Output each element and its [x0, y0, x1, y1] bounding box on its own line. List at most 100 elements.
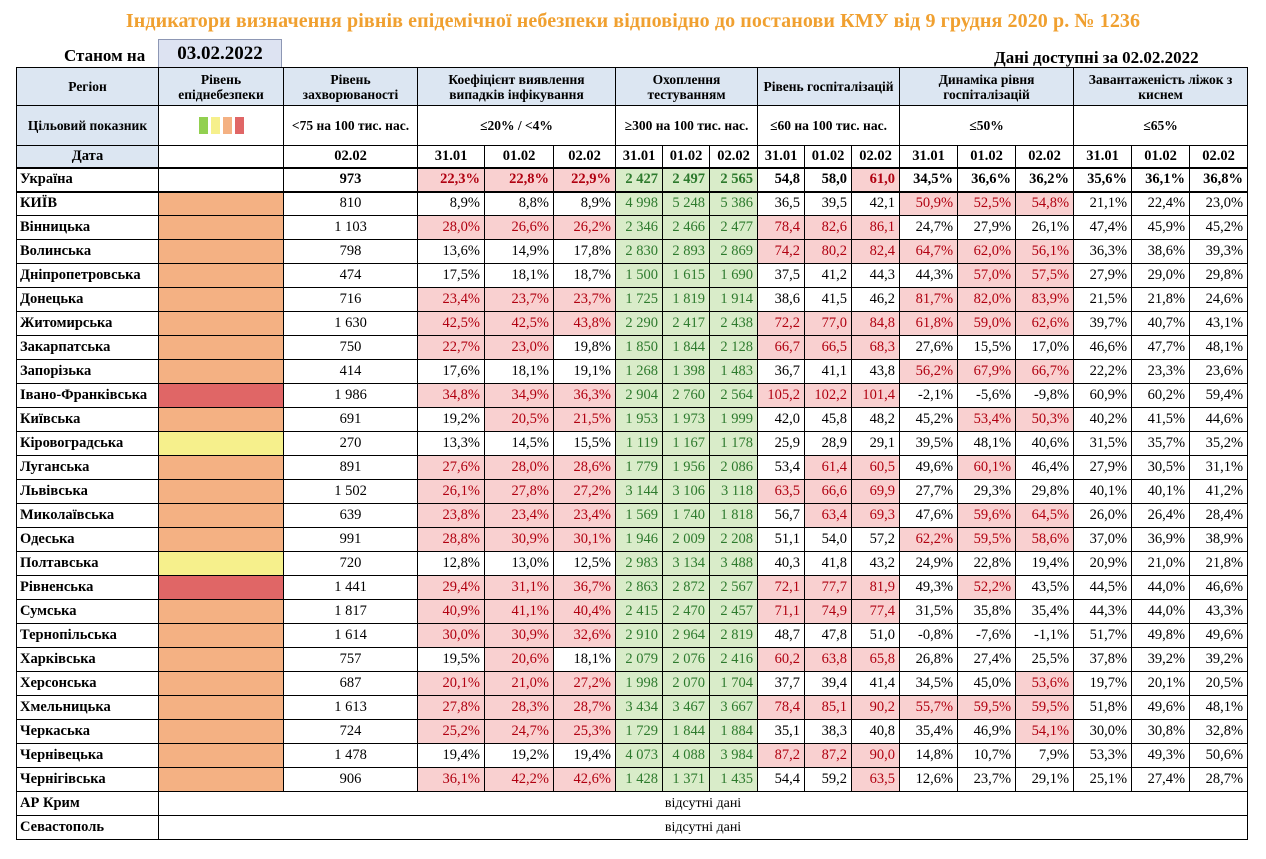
oxygen-beds-value: 49,3% [1131, 743, 1191, 768]
hospitalization-dynamics-value: 50,3% [1015, 407, 1075, 432]
hospitalization-dynamics-value: 53,6% [1015, 671, 1075, 696]
table-row: Київська 691 19,2% 20,5% 21,5% 1 953 1 973 1 99… [16, 407, 1249, 432]
testing-value: 1 435 [709, 767, 759, 792]
epidemic-level-cell [158, 503, 284, 528]
hospitalization-dynamics-value: 56,1% [1015, 239, 1075, 264]
hospitalization-value: 38,3 [804, 719, 853, 744]
oxygen-beds-value: 35,2% [1189, 431, 1249, 456]
detection-value: 26,6% [484, 215, 554, 240]
oxygen-beds-value: 40,2% [1073, 407, 1133, 432]
testing-value: 2 416 [709, 647, 759, 672]
epidemic-level-cell [158, 575, 284, 600]
testing-value: 1 615 [662, 263, 711, 288]
hospitalization-value: 41,1 [804, 359, 853, 384]
hospitalization-value: 82,4 [851, 239, 901, 264]
table-row: Чернігівська 906 36,1% 42,2% 42,6% 1 428 1 371… [16, 767, 1249, 792]
hospitalization-value: 90,2 [851, 695, 901, 720]
detection-value: 28,7% [552, 695, 617, 720]
epidemic-level-cell [158, 239, 284, 264]
detection-value: 19,4% [552, 743, 617, 768]
epidemic-level-cell [158, 743, 284, 768]
hospitalization-value: 35,1 [757, 719, 806, 744]
testing-value: 1 690 [709, 263, 759, 288]
epidemic-level-cell [158, 407, 284, 432]
target-label: Цільовий показник [16, 105, 159, 146]
hospitalization-dynamics-value: 26,8% [899, 647, 959, 672]
hospitalization-value: 90,0 [851, 743, 901, 768]
incidence-value: 906 [283, 767, 418, 792]
hospitalization-value: 66,6 [804, 479, 853, 504]
target-incidence: <75 на 100 тис. нас. [283, 105, 418, 146]
testing-value: 1 740 [662, 503, 711, 528]
hospitalization-dynamics-value: 46,9% [957, 719, 1017, 744]
hospitalization-value: 42,0 [757, 407, 806, 432]
hospitalization-value: 84,8 [851, 311, 901, 336]
date-hosp-3: 02.02 [851, 145, 901, 168]
oxygen-beds-value: 30,0% [1073, 719, 1133, 744]
hospitalization-dynamics-value: 67,9% [957, 359, 1017, 384]
testing-value: 3 134 [662, 551, 711, 576]
epidemic-level-cell [158, 527, 284, 552]
testing-value: 3 667 [709, 695, 759, 720]
hospitalization-value: 60,2 [757, 647, 806, 672]
hospitalization-dynamics-value: 59,5% [957, 527, 1017, 552]
testing-value: 1 844 [662, 719, 711, 744]
hospitalization-dynamics-value: 17,0% [1015, 335, 1075, 360]
hospitalization-dynamics-value: 53,4% [957, 407, 1017, 432]
oxygen-beds-value: 37,8% [1073, 647, 1133, 672]
testing-value: 2 009 [662, 527, 711, 552]
oxygen-beds-value: 36,8% [1189, 166, 1249, 193]
as-of-date-field[interactable]: 03.02.2022 [158, 39, 282, 69]
hospitalization-dynamics-value: 83,9% [1015, 287, 1075, 312]
hospitalization-dynamics-value: -2,1% [899, 383, 959, 408]
hospitalization-dynamics-value: 59,6% [957, 503, 1017, 528]
hospitalization-value: 77,7 [804, 575, 853, 600]
oxygen-beds-value: 31,1% [1189, 455, 1249, 480]
hospitalization-value: 68,3 [851, 335, 901, 360]
testing-value: 2 470 [662, 599, 711, 624]
header-level: Рівень епіднебезпеки [158, 67, 284, 106]
detection-value: 17,6% [417, 359, 485, 384]
oxygen-beds-value: 45,2% [1189, 215, 1249, 240]
hospitalization-dynamics-value: 58,6% [1015, 527, 1075, 552]
epidemic-level-cell [158, 767, 284, 792]
hospitalization-dynamics-value: 35,4% [1015, 599, 1075, 624]
oxygen-beds-value: 35,7% [1131, 431, 1191, 456]
epidemic-level-cell [158, 599, 284, 624]
epidemic-level-cell [158, 287, 284, 312]
testing-value: 2 830 [615, 239, 664, 264]
oxygen-beds-value: 21,8% [1189, 551, 1249, 576]
detection-value: 23,4% [552, 503, 617, 528]
detection-value: 27,8% [484, 479, 554, 504]
oxygen-beds-value: 47,4% [1073, 215, 1133, 240]
testing-value: 2 079 [615, 647, 664, 672]
detection-value: 27,6% [417, 455, 485, 480]
detection-value: 23,8% [417, 503, 485, 528]
detection-value: 19,1% [552, 359, 617, 384]
testing-value: 2 427 [615, 166, 664, 193]
hospitalization-dynamics-value: 29,8% [1015, 479, 1075, 504]
oxygen-beds-value: 25,1% [1073, 767, 1133, 792]
hospitalization-dynamics-value: 31,5% [899, 599, 959, 624]
testing-value: 2 415 [615, 599, 664, 624]
testing-value: 3 488 [709, 551, 759, 576]
testing-value: 1 268 [615, 359, 664, 384]
date-beds-3: 02.02 [1189, 145, 1249, 168]
hospitalization-dynamics-value: -5,6% [957, 383, 1017, 408]
oxygen-beds-value: 46,6% [1073, 335, 1133, 360]
table-row: Херсонська 687 20,1% 21,0% 27,2% 1 998 2 070 1 … [16, 671, 1249, 696]
testing-value: 3 144 [615, 479, 664, 504]
detection-value: 23,4% [417, 287, 485, 312]
hospitalization-dynamics-value: 27,9% [957, 215, 1017, 240]
hospitalization-dynamics-value: 7,9% [1015, 743, 1075, 768]
hospitalization-dynamics-value: -0,8% [899, 623, 959, 648]
header-hospitalization: Рівень госпіталізацій [757, 67, 901, 106]
hospitalization-value: 78,4 [757, 695, 806, 720]
incidence-value: 1 478 [283, 743, 418, 768]
hospitalization-dynamics-value: 29,3% [957, 479, 1017, 504]
hospitalization-value: 61,0 [851, 166, 901, 193]
hospitalization-dynamics-value: 19,4% [1015, 551, 1075, 576]
detection-value: 13,3% [417, 431, 485, 456]
hospitalization-value: 38,6 [757, 287, 806, 312]
hospitalization-value: 40,8 [851, 719, 901, 744]
